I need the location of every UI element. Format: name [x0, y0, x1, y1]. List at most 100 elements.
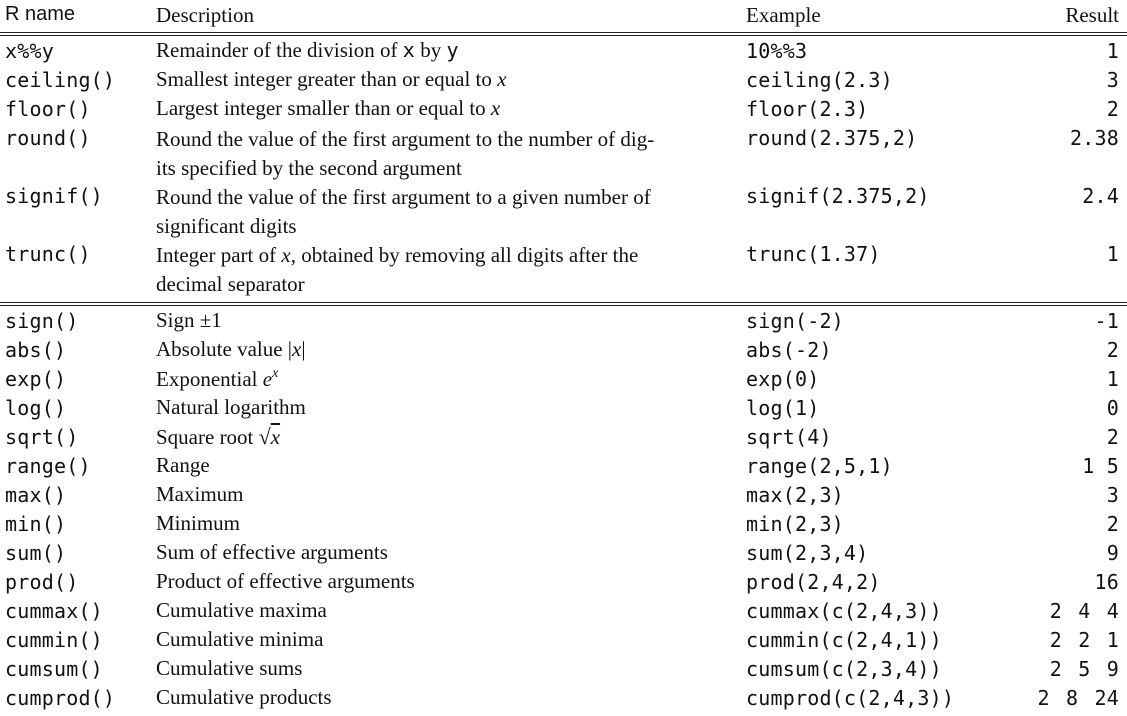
table-row: min() Minimum min(2,3) 2	[0, 511, 1127, 540]
table-row: signif() Round the value of the first ar…	[0, 183, 1127, 241]
row-name: exp()	[5, 367, 67, 391]
row-description: Square root √x	[156, 424, 281, 449]
row-example: cummin(c(2,4,1))	[746, 628, 942, 652]
row-description: Round the value of the first argument to…	[156, 127, 655, 180]
row-name: min()	[5, 512, 67, 536]
table-row: range() Range range(2,5,1) 1 5	[0, 453, 1127, 482]
table-row: sum() Sum of effective arguments sum(2,3…	[0, 540, 1127, 569]
row-name: sqrt()	[5, 425, 79, 449]
row-result: 2	[1106, 512, 1119, 536]
table-row: cummin() Cumulative minima cummin(c(2,4,…	[0, 627, 1127, 656]
row-name: cumsum()	[5, 657, 103, 681]
row-result: 2 8 24	[1037, 686, 1119, 710]
table-row: sqrt() Square root √x sqrt(4) 2	[0, 424, 1127, 453]
table-header: R name Description Example Result	[0, 3, 1127, 29]
row-result: 2	[1106, 425, 1119, 449]
row-example: range(2,5,1)	[746, 454, 893, 478]
header-rule-bottom	[0, 35, 1127, 36]
table-row: cumprod() Cumulative products cumprod(c(…	[0, 685, 1127, 714]
table-row: round() Round the value of the first arg…	[0, 125, 1127, 183]
row-result: 16	[1094, 570, 1119, 594]
row-result: 0	[1106, 396, 1119, 420]
row-description: Integer part of x, obtained by removing …	[156, 243, 639, 296]
table-row: prod() Product of effective arguments pr…	[0, 569, 1127, 598]
row-name: cummax()	[5, 599, 103, 623]
row-name: trunc()	[5, 242, 91, 266]
row-name: cummin()	[5, 628, 103, 652]
row-example: min(2,3)	[746, 512, 844, 536]
group-rule-bottom	[0, 305, 1127, 306]
row-description: Maximum	[156, 482, 244, 506]
table-row: max() Maximum max(2,3) 3	[0, 482, 1127, 511]
table-row: cummax() Cumulative maxima cummax(c(2,4,…	[0, 598, 1127, 627]
table-row: sign() Sign ±1 sign(-2) -1	[0, 308, 1127, 337]
row-name: range()	[5, 454, 91, 478]
header-result: Result	[1065, 3, 1119, 27]
row-result: 3	[1106, 68, 1119, 92]
row-description: Sum of effective arguments	[156, 540, 388, 564]
row-example: max(2,3)	[746, 483, 844, 507]
row-name: x%%y	[5, 39, 54, 63]
row-result: 3	[1106, 483, 1119, 507]
row-name: prod()	[5, 570, 79, 594]
header-rule-top	[0, 32, 1127, 33]
table-row: floor() Largest integer smaller than or …	[0, 96, 1127, 125]
row-name: floor()	[5, 97, 91, 121]
row-example: 10%%3	[746, 39, 808, 63]
row-result: 2 4 4	[1049, 599, 1119, 623]
row-name: cumprod()	[5, 686, 116, 710]
row-result: 2.38	[1070, 126, 1119, 150]
row-description: Remainder of the division of x by y	[156, 38, 459, 62]
row-description: Range	[156, 453, 210, 477]
table-row: exp() Exponential ex exp(0) 1	[0, 366, 1127, 395]
row-result: 2 2 1	[1049, 628, 1119, 652]
row-example: log(1)	[746, 396, 820, 420]
row-description: Round the value of the first argument to…	[156, 185, 651, 238]
table-row: x%%y Remainder of the division of x by y…	[0, 38, 1127, 67]
row-name: log()	[5, 396, 67, 420]
row-result: 2.4	[1082, 184, 1119, 208]
row-example: sqrt(4)	[746, 425, 832, 449]
row-example: sign(-2)	[746, 309, 844, 333]
row-example: round(2.375,2)	[746, 126, 918, 150]
header-description: Description	[156, 3, 254, 27]
row-description: Cumulative minima	[156, 627, 324, 651]
row-description: Sign ±1	[156, 308, 222, 332]
row-description: Cumulative products	[156, 685, 332, 709]
row-description: Absolute value |x|	[156, 337, 306, 361]
row-example: cumsum(c(2,3,4))	[746, 657, 942, 681]
row-result: 1	[1106, 367, 1119, 391]
row-example: prod(2,4,2)	[746, 570, 881, 594]
row-name: sum()	[5, 541, 67, 565]
row-result: 1	[1106, 39, 1119, 63]
row-name: sign()	[5, 309, 79, 333]
row-example: cummax(c(2,4,3))	[746, 599, 942, 623]
row-description: Natural logarithm	[156, 395, 306, 419]
row-name: abs()	[5, 338, 67, 362]
header-r-name: R name	[5, 3, 76, 25]
row-result: 2	[1106, 338, 1119, 362]
row-example: cumprod(c(2,4,3))	[746, 686, 955, 710]
row-result: 2	[1106, 97, 1119, 121]
row-result: 2 5 9	[1049, 657, 1119, 681]
row-description: Largest integer smaller than or equal to…	[156, 96, 501, 120]
table-row: cumsum() Cumulative sums cumsum(c(2,3,4)…	[0, 656, 1127, 685]
table-row: trunc() Integer part of x, obtained by r…	[0, 241, 1127, 299]
row-result: 1	[1106, 242, 1119, 266]
row-example: exp(0)	[746, 367, 820, 391]
row-name: ceiling()	[5, 68, 116, 92]
row-result: 1 5	[1082, 454, 1119, 478]
row-description: Smallest integer greater than or equal t…	[156, 67, 507, 91]
table-row: ceiling() Smallest integer greater than …	[0, 67, 1127, 96]
table-row: abs() Absolute value |x| abs(-2) 2	[0, 337, 1127, 366]
row-result: 9	[1106, 541, 1119, 565]
row-description: Exponential ex	[156, 366, 279, 391]
row-example: ceiling(2.3)	[746, 68, 893, 92]
row-name: signif()	[5, 184, 103, 208]
row-name: max()	[5, 483, 67, 507]
table-row: log() Natural logarithm log(1) 0	[0, 395, 1127, 424]
row-name: round()	[5, 126, 91, 150]
row-example: signif(2.375,2)	[746, 184, 930, 208]
row-example: floor(2.3)	[746, 97, 869, 121]
row-description: Product of effective arguments	[156, 569, 415, 593]
